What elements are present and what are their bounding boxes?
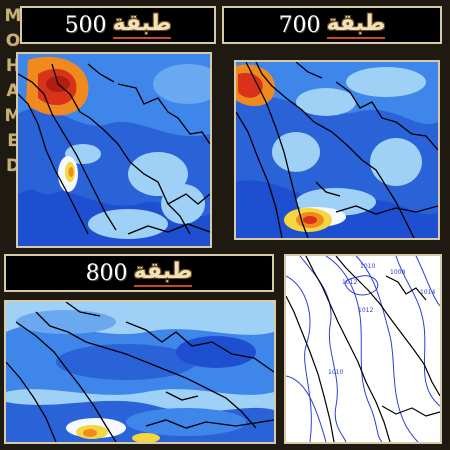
map-500 — [16, 52, 212, 248]
level-number: 500 — [64, 12, 107, 38]
layer-word: طبقة — [112, 11, 172, 39]
watermark-letter: E — [7, 131, 19, 151]
contour-label: 1010 — [360, 263, 375, 270]
label-700: طبقة 700 — [222, 6, 442, 44]
map-800-canvas — [6, 302, 274, 442]
contour-label: 1008 — [390, 269, 405, 276]
watermark-letter: M — [4, 6, 22, 26]
layer-word: طبقة — [326, 11, 386, 39]
map-700 — [234, 60, 440, 240]
pressure-map: 1010 1008 1012 1014 1012 1010 — [284, 254, 442, 444]
layer-word: طبقة — [133, 259, 193, 287]
contour-label: 1010 — [328, 369, 343, 376]
contour-label: 1012 — [342, 279, 357, 286]
map-700-canvas — [236, 62, 438, 238]
label-800: طبقة 800 — [4, 254, 274, 292]
contour-label: 1014 — [420, 289, 435, 296]
map-500-canvas — [18, 54, 210, 246]
watermark-letter: O — [5, 31, 21, 51]
map-800 — [4, 300, 276, 444]
level-number: 700 — [278, 12, 321, 38]
level-number: 800 — [85, 260, 128, 286]
contour-label: 1012 — [358, 307, 373, 314]
pressure-map-canvas: 1010 1008 1012 1014 1012 1010 — [286, 256, 440, 442]
label-500: طبقة 500 — [20, 6, 216, 44]
